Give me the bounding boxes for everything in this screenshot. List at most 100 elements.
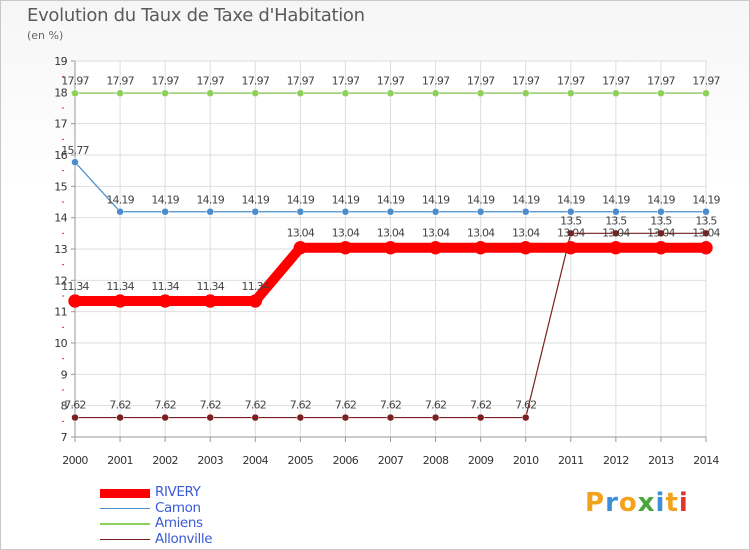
data-label-rivery-2010: 13.04 <box>512 227 540 240</box>
data-point-camon-2008 <box>431 207 440 216</box>
data-label-camon-2013: 14.19 <box>647 194 675 207</box>
data-label-allonville-2014: 13.5 <box>695 214 717 227</box>
legend-swatch-rivery <box>100 488 150 498</box>
data-label-camon-2002: 14.19 <box>151 194 179 207</box>
data-point-rivery-2001 <box>113 294 127 308</box>
data-label-amiens-2003: 17.97 <box>196 74 224 87</box>
data-point-amiens-2003 <box>206 89 214 98</box>
x-tick-label-2004: 2004 <box>242 454 268 467</box>
chart-title: Evolution du Taux de Taxe d'Habitation <box>27 5 365 26</box>
data-point-amiens-2008 <box>431 89 440 98</box>
chart-subtitle: (en %) <box>27 29 64 42</box>
logo-letter: r <box>605 488 619 518</box>
logo-letter: P <box>585 488 606 518</box>
data-point-amiens-2011 <box>567 89 575 98</box>
data-point-camon-2005 <box>296 207 305 216</box>
data-point-rivery-2012 <box>609 240 623 255</box>
data-label-camon-2003: 14.19 <box>196 194 224 207</box>
data-point-rivery-2009 <box>473 240 488 255</box>
data-label-allonville-2004: 7.62 <box>245 399 266 412</box>
data-label-amiens-2006: 17.97 <box>332 74 360 87</box>
y-tick-label-12: 12 <box>54 274 67 287</box>
data-point-rivery-2013 <box>654 240 668 255</box>
data-point-camon-2010 <box>521 207 530 216</box>
x-tick-label-2002: 2002 <box>152 454 178 467</box>
y-tick-label-9: 9 <box>61 368 68 381</box>
data-point-allonville-2009 <box>476 413 485 422</box>
logo-letter: i <box>655 488 666 518</box>
data-label-camon-2010: 14.19 <box>512 194 540 207</box>
data-label-camon-2007: 14.19 <box>377 194 405 207</box>
data-label-allonville-2010: 7.62 <box>515 399 536 412</box>
y-tick-label-15: 15 <box>54 180 67 193</box>
data-label-allonville-2012: 13.5 <box>605 214 627 227</box>
data-point-allonville-2000 <box>71 413 79 422</box>
data-label-amiens-2000: 17.97 <box>61 74 89 87</box>
data-label-rivery-2005: 13.04 <box>287 227 315 240</box>
data-label-allonville-2007: 7.62 <box>380 399 401 412</box>
data-point-rivery-2006 <box>338 240 353 255</box>
data-label-amiens-2008: 17.97 <box>422 74 450 87</box>
x-tick-label-2009: 2009 <box>468 454 494 467</box>
y-tick-label-16: 16 <box>54 149 67 162</box>
data-label-camon-2008: 14.19 <box>422 194 450 207</box>
y-tick-label-19: 19 <box>54 55 67 68</box>
data-label-camon-2012: 14.19 <box>602 194 630 207</box>
data-label-rivery-2009: 13.04 <box>467 227 495 240</box>
data-point-amiens-2002 <box>161 89 169 98</box>
data-label-rivery-2008: 13.04 <box>422 227 450 240</box>
data-point-camon-2012 <box>612 207 620 216</box>
data-point-camon-2009 <box>476 207 485 216</box>
data-label-camon-2009: 14.19 <box>467 194 495 207</box>
data-point-allonville-2005 <box>296 413 305 422</box>
data-point-amiens-2010 <box>521 89 530 98</box>
data-label-allonville-2000: 7.62 <box>64 399 85 412</box>
data-label-allonville-2011: 13.5 <box>560 214 582 227</box>
data-point-camon-2007 <box>386 207 395 216</box>
data-point-amiens-2009 <box>476 89 485 98</box>
data-label-camon-2005: 14.19 <box>287 194 315 207</box>
legend-label-rivery: RIVERY <box>155 484 201 500</box>
data-point-rivery-2002 <box>158 294 172 308</box>
data-point-amiens-2006 <box>341 89 350 98</box>
x-tick-label-2013: 2013 <box>648 454 674 467</box>
y-tick-label-14: 14 <box>54 212 67 225</box>
data-point-amiens-2007 <box>386 89 395 98</box>
legend-swatch-amiens <box>100 523 150 525</box>
data-point-rivery-2005 <box>293 240 308 255</box>
data-label-rivery-2000: 11.34 <box>61 280 89 293</box>
data-label-allonville-2003: 7.62 <box>200 399 221 412</box>
data-point-rivery-2014 <box>699 240 713 255</box>
proxiti-logo: Proxiti <box>585 488 689 518</box>
data-point-allonville-2006 <box>341 413 350 422</box>
data-label-amiens-2014: 17.97 <box>692 74 720 87</box>
data-point-camon-2006 <box>341 207 350 216</box>
data-label-camon-2014: 14.19 <box>692 194 720 207</box>
data-label-camon-2006: 14.19 <box>332 194 360 207</box>
data-label-rivery-2001: 11.34 <box>106 280 134 293</box>
data-point-camon-2011 <box>567 207 575 216</box>
data-point-camon-2000 <box>71 158 79 166</box>
series-layer <box>68 89 713 422</box>
logo-letter: t <box>665 488 679 518</box>
data-point-camon-2004 <box>251 207 260 216</box>
data-point-allonville-2001 <box>116 413 124 422</box>
data-label-allonville-2008: 7.62 <box>425 399 446 412</box>
data-label-rivery-2003: 11.34 <box>196 280 224 293</box>
legend-swatch-allonville <box>100 538 150 541</box>
data-point-rivery-2000 <box>68 294 82 308</box>
data-point-allonville-2013 <box>657 229 665 238</box>
data-label-amiens-2007: 17.97 <box>377 74 405 87</box>
x-tick-label-2010: 2010 <box>513 454 539 467</box>
data-label-amiens-2005: 17.97 <box>287 74 315 87</box>
x-tick-label-2012: 2012 <box>603 454 629 467</box>
data-label-amiens-2004: 17.97 <box>242 74 270 87</box>
data-label-rivery-2013: 13.04 <box>647 227 675 240</box>
data-point-allonville-2014 <box>702 229 710 238</box>
logo-letter: i <box>678 488 689 518</box>
y-tick-label-8: 8 <box>61 400 68 413</box>
data-label-amiens-2011: 17.97 <box>557 74 585 87</box>
data-point-camon-2003 <box>206 207 214 216</box>
x-tick-label-2014: 2014 <box>693 454 719 467</box>
data-label-rivery-2014: 13.04 <box>692 227 720 240</box>
